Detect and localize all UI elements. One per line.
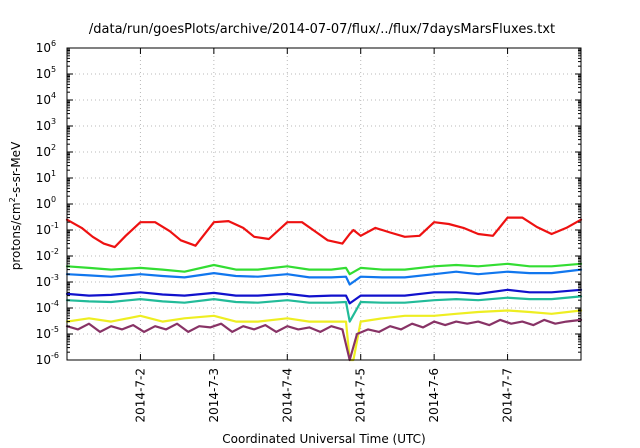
y-tick-exponent: 1: [51, 169, 56, 178]
y-tick-label: 100: [36, 195, 56, 211]
y-axis-label-prefix: protons/cm: [9, 202, 23, 270]
y-tick-label: 10-4: [36, 299, 59, 315]
y-tick-exponent: 2: [51, 143, 56, 152]
y-tick-label: 10-6: [36, 351, 59, 367]
y-tick-exponent: 4: [51, 91, 56, 100]
x-axis-label: Coordinated Universal Time (UTC): [222, 432, 425, 446]
series-line-4: [65, 288, 583, 305]
series-line-7: [65, 318, 583, 362]
series-line-2: [65, 262, 583, 276]
x-tick-label: 2014-7-4: [280, 368, 294, 422]
series-group: [65, 216, 583, 362]
y-tick-label: 10-1: [36, 221, 59, 237]
y-axis-label: protons/cm2-s-sr-MeV: [8, 141, 23, 270]
y-tick-exponent: -1: [51, 221, 59, 230]
chart-title: /data/run/goesPlots/archive/2014-07-07/f…: [89, 22, 555, 37]
series-line-5: [65, 295, 583, 323]
y-tick-exponent: 5: [51, 65, 56, 74]
y-tick-exponent: 3: [51, 117, 56, 126]
y-tick-exponent: -2: [51, 247, 59, 256]
x-tick-label: 2014-7-2: [133, 368, 147, 422]
x-tick-label: 2014-7-6: [427, 368, 441, 422]
y-axis: 10-610-510-410-310-210-11001011021031041…: [36, 39, 581, 367]
x-tick-label: 2014-7-5: [354, 368, 368, 422]
grid-lines: [67, 48, 581, 360]
y-tick-label: 10-5: [36, 325, 59, 341]
y-tick-label: 104: [36, 91, 56, 107]
y-tick-label: 106: [36, 39, 56, 55]
series-line-3: [65, 268, 583, 286]
x-axis: 2014-7-2 2014-7-3 2014-7-4 2014-7-5 2014-7-6…: [133, 48, 515, 422]
y-axis-label-sup: 2: [8, 197, 17, 202]
series-line-1: [65, 216, 583, 249]
y-tick-exponent: -4: [51, 299, 59, 308]
y-tick-label: 101: [36, 169, 56, 185]
y-tick-label: 102: [36, 143, 56, 159]
y-axis-label-suffix: -s-sr-MeV: [9, 141, 23, 197]
series-line-6: [65, 309, 583, 362]
y-tick-exponent: -3: [51, 273, 59, 282]
y-tick-label: 10-2: [36, 247, 59, 263]
y-tick-exponent: -6: [51, 351, 59, 360]
y-tick-exponent: -5: [51, 325, 59, 334]
y-tick-label: 105: [36, 65, 56, 81]
y-tick-label: 10-3: [36, 273, 59, 289]
y-tick-exponent: 0: [51, 195, 56, 204]
x-tick-label: 2014-7-3: [207, 368, 221, 422]
y-tick-label: 103: [36, 117, 56, 133]
x-tick-label: 2014-7-7: [501, 368, 515, 422]
y-tick-exponent: 6: [51, 39, 56, 48]
